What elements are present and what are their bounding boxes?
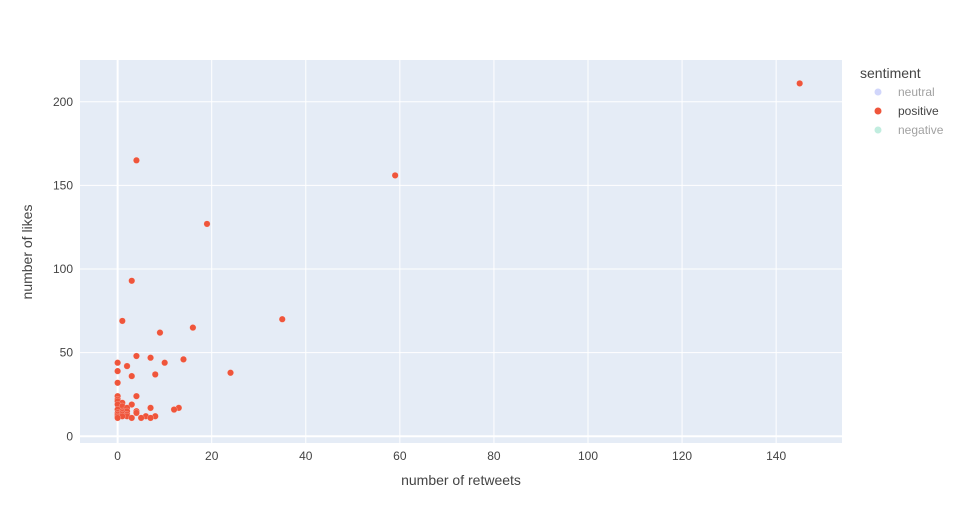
tick-labels: 0 20 40 60 80 100 120 140 0 50 100 150 200 bbox=[53, 95, 787, 463]
data-point[interactable] bbox=[180, 355, 187, 363]
data-point[interactable] bbox=[147, 404, 155, 412]
data-point[interactable] bbox=[123, 362, 131, 370]
legend: sentiment neutral positive negative bbox=[860, 65, 944, 137]
data-point[interactable] bbox=[227, 369, 234, 377]
legend-item-positive[interactable]: positive bbox=[874, 104, 940, 118]
legend-title: sentiment bbox=[860, 65, 921, 81]
data-point[interactable] bbox=[189, 324, 197, 332]
data-point[interactable] bbox=[128, 277, 136, 285]
legend-label: positive bbox=[898, 104, 939, 118]
x-tick-label: 100 bbox=[578, 449, 598, 463]
y-tick-label: 100 bbox=[53, 262, 73, 276]
data-point[interactable] bbox=[118, 317, 126, 325]
x-tick-label: 0 bbox=[114, 449, 121, 463]
x-tick-label: 80 bbox=[487, 449, 501, 463]
data-points bbox=[114, 79, 804, 422]
data-point[interactable] bbox=[796, 79, 804, 87]
x-axis-title: number of retweets bbox=[401, 472, 521, 488]
y-axis-title: number of likes bbox=[19, 205, 35, 300]
data-point[interactable] bbox=[128, 372, 136, 380]
data-point[interactable] bbox=[132, 392, 140, 400]
data-point[interactable] bbox=[128, 414, 136, 422]
data-point[interactable] bbox=[137, 414, 145, 422]
legend-marker bbox=[874, 126, 882, 134]
x-tick-label: 20 bbox=[205, 449, 219, 463]
legend-marker bbox=[874, 107, 882, 115]
data-point[interactable] bbox=[151, 370, 159, 378]
legend-label: negative bbox=[898, 123, 944, 137]
plot-background bbox=[80, 60, 842, 443]
data-point[interactable] bbox=[114, 414, 122, 422]
x-tick-label: 120 bbox=[672, 449, 692, 463]
data-point[interactable] bbox=[170, 406, 178, 414]
y-tick-label: 150 bbox=[53, 178, 73, 192]
y-tick-label: 50 bbox=[60, 346, 74, 360]
data-point[interactable] bbox=[147, 414, 155, 422]
legend-item-neutral[interactable]: neutral bbox=[874, 85, 935, 99]
data-point[interactable] bbox=[128, 401, 136, 408]
data-point[interactable] bbox=[114, 367, 122, 375]
legend-item-negative[interactable]: negative bbox=[874, 123, 944, 137]
y-tick-label: 0 bbox=[66, 429, 73, 443]
data-point[interactable] bbox=[114, 359, 122, 367]
grid-lines bbox=[80, 60, 842, 443]
data-point[interactable] bbox=[132, 352, 140, 360]
legend-label: neutral bbox=[898, 85, 935, 99]
x-tick-label: 140 bbox=[766, 449, 786, 463]
x-tick-label: 40 bbox=[299, 449, 313, 463]
data-point[interactable] bbox=[147, 354, 155, 362]
data-point[interactable] bbox=[132, 156, 140, 164]
data-point[interactable] bbox=[203, 220, 211, 228]
data-point[interactable] bbox=[156, 329, 164, 337]
x-tick-label: 60 bbox=[393, 449, 407, 463]
data-point[interactable] bbox=[132, 409, 140, 417]
y-tick-label: 200 bbox=[53, 95, 73, 109]
data-point[interactable] bbox=[278, 315, 286, 323]
data-point[interactable] bbox=[391, 171, 399, 179]
data-point[interactable] bbox=[161, 359, 169, 367]
data-point[interactable] bbox=[114, 379, 122, 387]
legend-marker bbox=[874, 88, 882, 96]
